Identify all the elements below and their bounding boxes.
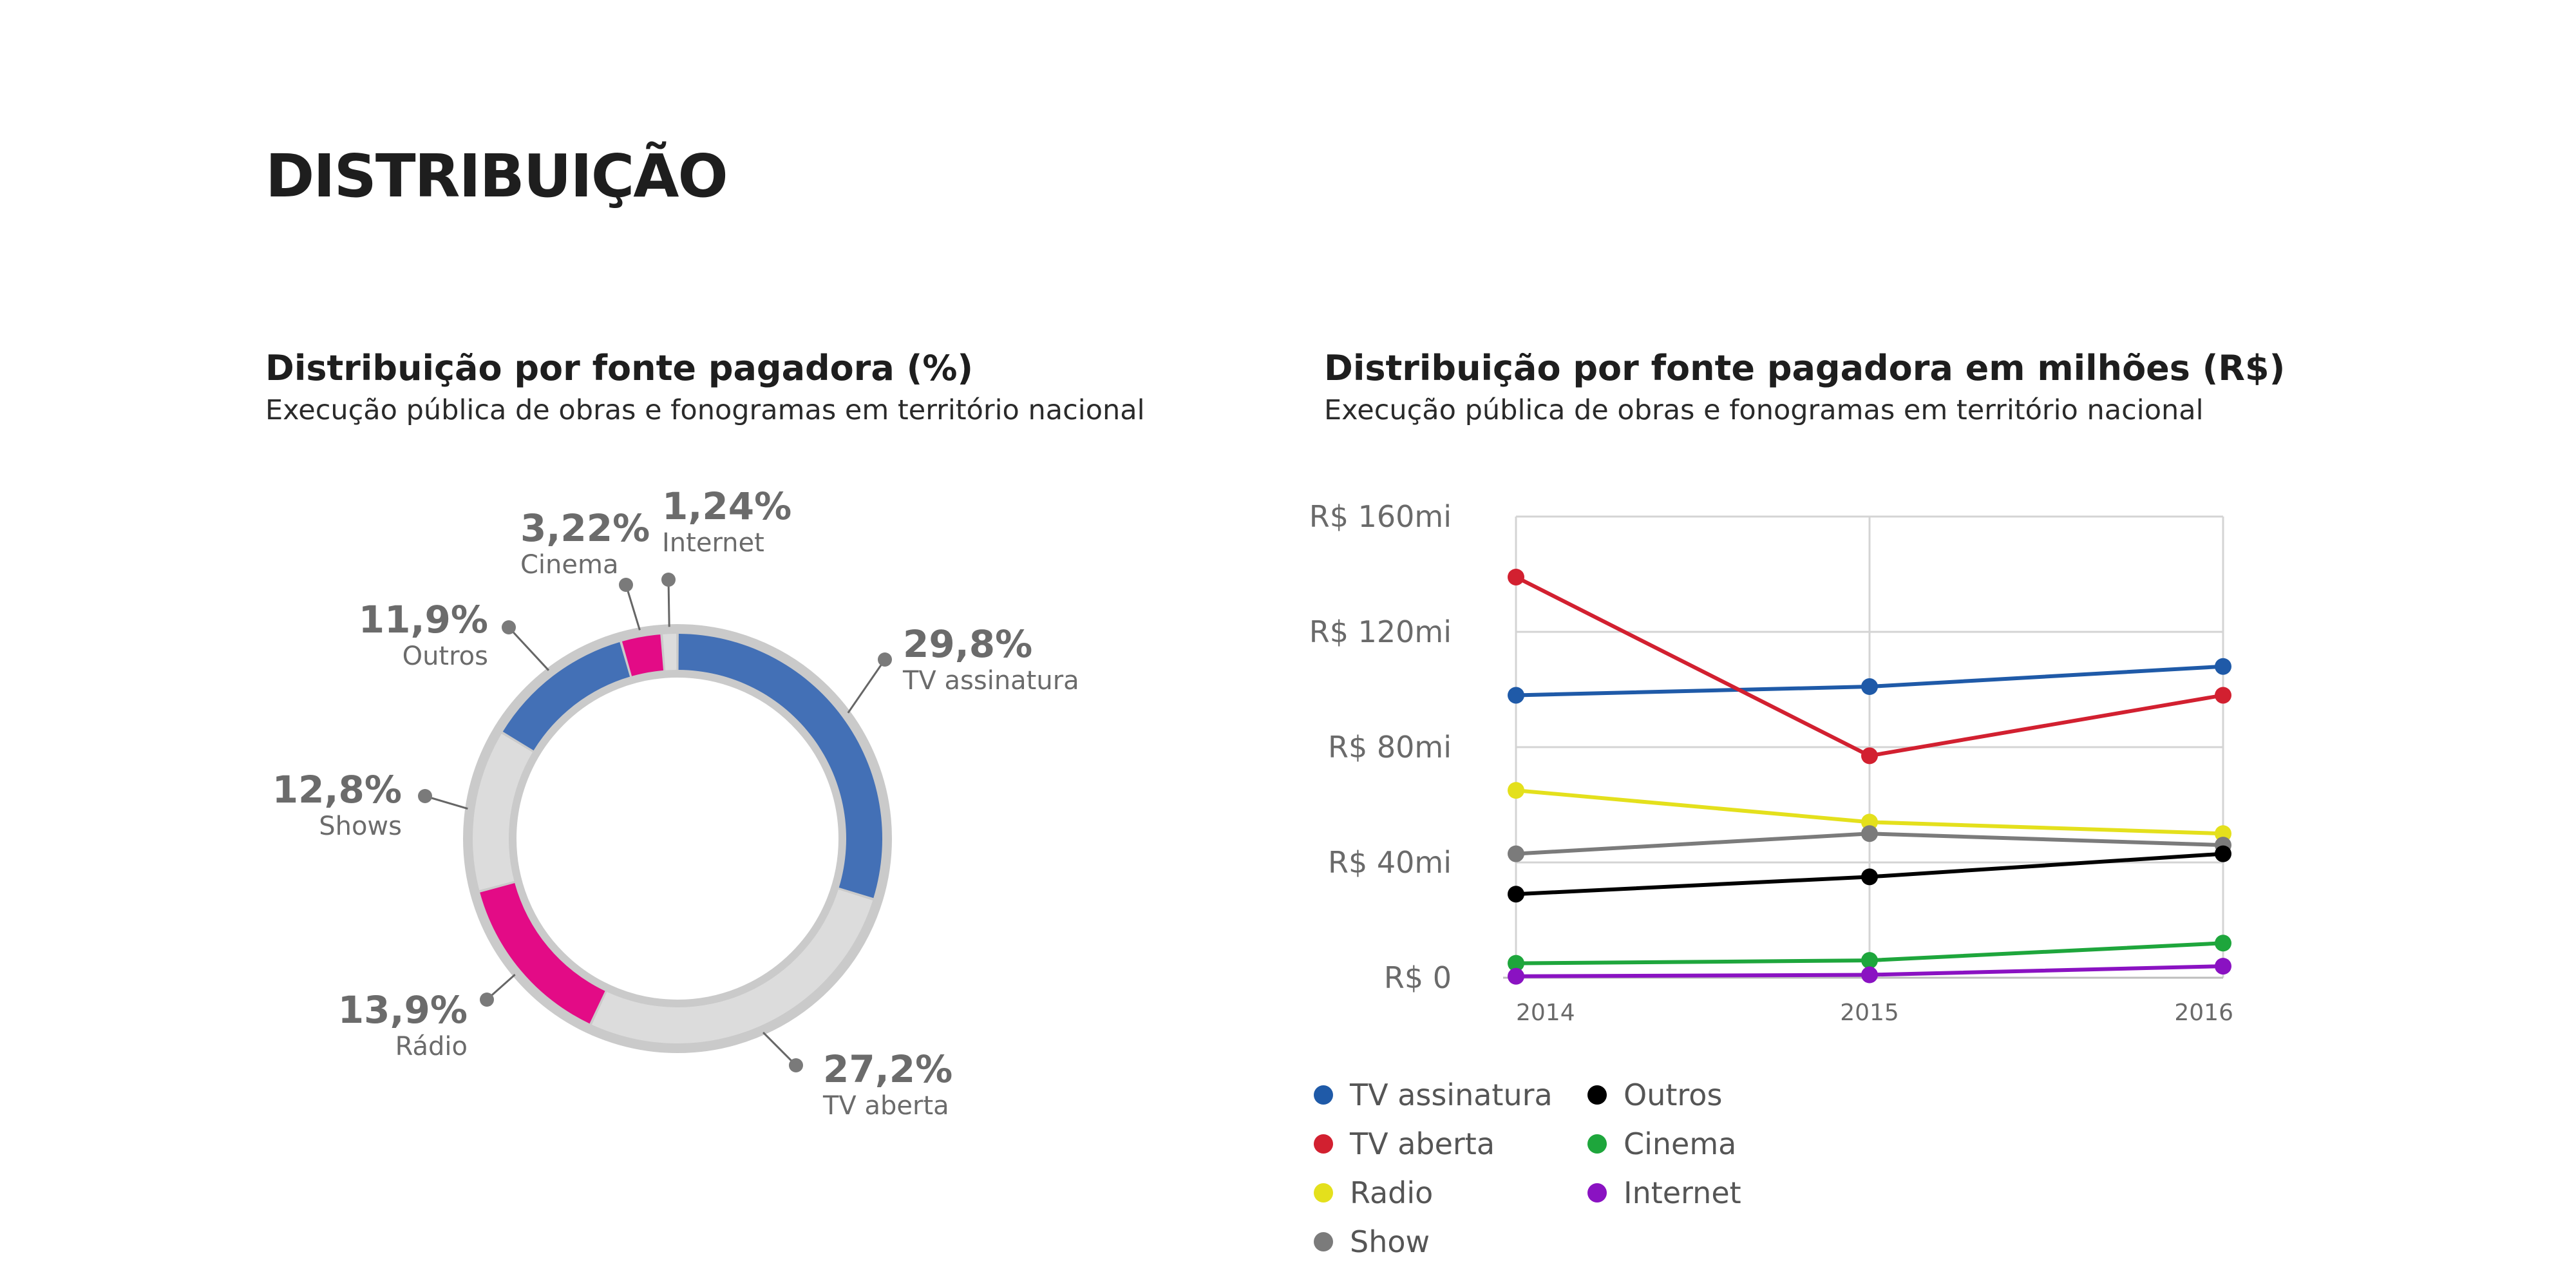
line-chart-legend: TV assinatura TV aberta Radio Show Outros Cin… [1314,1076,1765,1269]
donut-slice-internet [663,634,677,670]
x-tick-label: 2014 [1516,1000,1575,1026]
donut-slice-radio [480,882,605,1024]
legend-item-cinema: Cinema [1587,1125,1736,1163]
donut-leader-line-internet [667,579,670,627]
data-point-outros [1508,886,1524,903]
legend-item-tv-aberta: TV aberta [1314,1125,1495,1163]
legend-item-show: Show [1314,1222,1430,1261]
series-line-radio [1515,788,2224,836]
legend-label: Internet [1624,1175,1741,1210]
donut-slice-shows [472,734,533,890]
data-point-cinema [2215,935,2231,952]
y-tick-label: R$ 120mi [1309,614,1452,649]
donut-leader-line-shows [424,795,468,810]
donut-name-label-internet: Internet [662,528,764,558]
donut-leader-dot-radio [480,993,494,1007]
donut-leader-dot-internet [661,573,676,587]
y-tick-label: R$ 160mi [1309,499,1452,534]
legend-swatch [1587,1183,1607,1203]
donut-value-label-tv-aberta: 27,2% [823,1047,952,1091]
data-point-radio [1508,782,1524,799]
donut-leader-line-outros [507,626,550,671]
donut-leader-line-cinema [625,584,641,631]
y-tick-label: R$ 0 [1384,960,1452,995]
legend-label: Outros [1624,1078,1723,1112]
x-tick-label: 2015 [1840,1000,1899,1026]
donut-slice-outros [502,642,630,751]
series-line-outros [1515,851,2224,897]
donut-value-label-radio: 13,9% [338,988,468,1032]
data-point-tv-aberta [2215,687,2231,704]
donut-value-label-shows: 12,8% [272,768,402,812]
x-tick-label: 2016 [2174,1000,2233,1026]
series-line-cinema [1515,941,2224,965]
line-chart-title: Distribuição por fonte pagadora em milhõ… [1324,348,2286,388]
data-point-tv-assinatura [1508,687,1524,704]
legend-item-radio: Radio [1314,1174,1433,1212]
line-chart-subtitle: Execução pública de obras e fonogramas e… [1324,394,2204,426]
data-point-show [1861,825,1878,842]
data-point-tv-assinatura [2215,658,2231,675]
donut-leader-dot-cinema [619,578,633,592]
series-line-tv-aberta [1515,575,2224,758]
legend-swatch [1314,1085,1333,1105]
data-point-tv-aberta [1861,747,1878,765]
legend-item-tv-assinatura: TV assinatura [1314,1076,1553,1114]
series-line-show [1515,832,2224,856]
y-tick-label: R$ 40mi [1328,845,1452,880]
data-point-tv-aberta [1508,568,1524,585]
donut-chart-subtitle: Execução pública de obras e fonogramas e… [265,394,1145,426]
data-point-show [1508,845,1524,862]
legend-label: TV assinatura [1350,1078,1553,1112]
donut-leader-dot-outros [502,620,516,634]
data-point-internet [2215,958,2231,975]
legend-swatch [1587,1134,1607,1154]
legend-swatch [1314,1134,1333,1154]
donut-value-label-internet: 1,24% [662,484,791,528]
donut-value-label-outros: 11,9% [359,598,488,642]
donut-name-label-tv-assinatura: TV assinatura [902,666,1079,696]
y-tick-label: R$ 80mi [1328,730,1452,765]
data-point-outros [1861,868,1878,886]
donut-leader-line-tv-aberta [762,1031,797,1067]
legend-swatch [1314,1183,1333,1203]
data-point-cinema [1861,952,1878,969]
donut-chart-title: Distribuição por fonte pagadora (%) [265,348,974,388]
page-title: DISTRIBUIÇÃO [265,142,728,211]
donut-slice-tv-assinatura [678,634,882,898]
donut-chart: 29,8%TV assinatura 27,2%TV aberta 13,9%Rád… [272,484,1079,1121]
data-point-show [2215,837,2231,854]
donut-leader-line-tv-assinatura [847,659,886,714]
donut-leader-dot-shows [418,789,432,803]
data-point-radio [2215,825,2231,842]
donut-name-label-shows: Shows [319,812,402,841]
data-point-cinema [1508,955,1524,972]
legend-swatch [1314,1232,1333,1251]
donut-name-label-tv-aberta: TV aberta [822,1091,949,1121]
donut-name-label-outros: Outros [402,642,488,671]
legend-label: TV aberta [1350,1127,1495,1161]
data-point-tv-assinatura [1861,678,1878,696]
series-line-internet [1515,964,2224,978]
donut-leader-dot-tv-assinatura [878,652,892,667]
donut-slice-tv-aberta [591,889,873,1044]
donut-slice-cinema [621,634,664,676]
legend-item-internet: Internet [1587,1174,1741,1212]
donut-name-label-radio: Rádio [395,1032,468,1061]
donut-value-label-tv-assinatura: 29,8% [903,622,1032,666]
data-point-outros [2215,845,2231,862]
data-point-internet [1508,967,1524,985]
legend-item-outros: Outros [1587,1076,1722,1114]
legend-label: Cinema [1624,1127,1737,1161]
donut-value-label-cinema: 3,22% [520,506,650,550]
legend-swatch [1587,1085,1607,1105]
donut-leader-dot-tv-aberta [789,1058,803,1072]
donut-name-label-cinema: Cinema [520,550,618,580]
series-line-tv-assinatura [1515,664,2224,698]
data-point-radio [1861,813,1878,831]
data-point-internet [1861,966,1878,984]
legend-label: Radio [1350,1175,1434,1210]
legend-label: Show [1350,1224,1430,1259]
